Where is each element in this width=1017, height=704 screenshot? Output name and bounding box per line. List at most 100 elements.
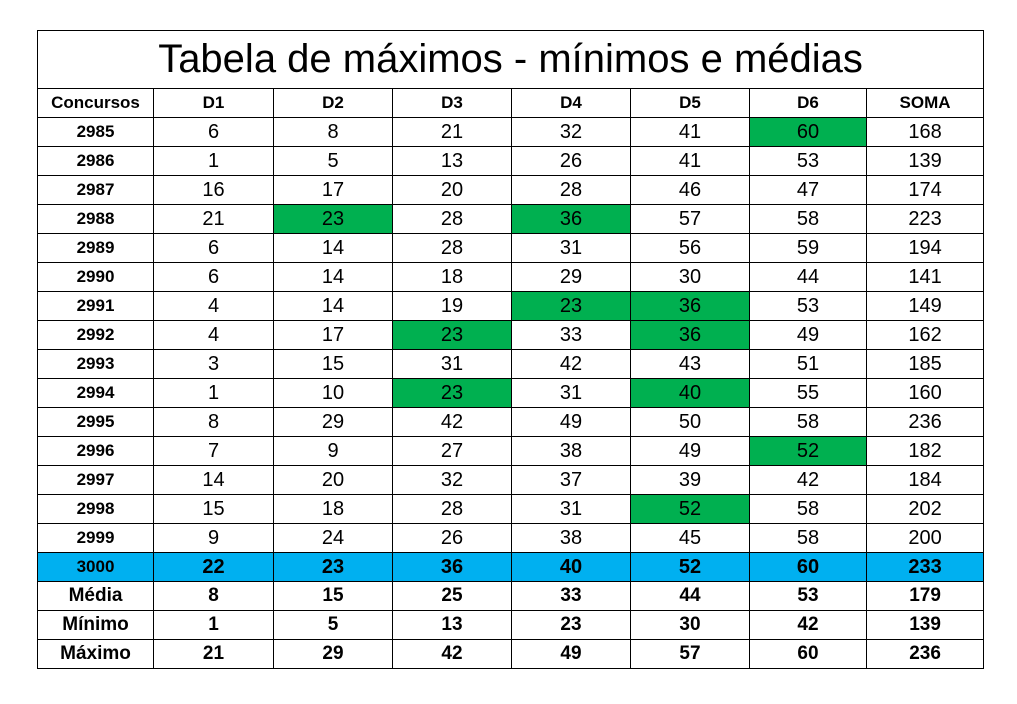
cell: 46 xyxy=(630,175,750,205)
cell: 26 xyxy=(392,523,512,553)
cell: 139 xyxy=(865,146,985,176)
cell: 5 xyxy=(273,146,393,176)
cell: 51 xyxy=(749,349,867,379)
cell: 49 xyxy=(511,407,631,437)
cell: 42 xyxy=(749,465,867,495)
cell: 42 xyxy=(392,639,512,669)
cell: 20 xyxy=(273,465,393,495)
cell: 56 xyxy=(630,233,750,263)
cell: 4 xyxy=(153,291,274,321)
cell: 44 xyxy=(630,581,750,611)
data-row: 2989 6 14 28 31 56 59 194 xyxy=(37,233,985,263)
cell: 28 xyxy=(392,204,512,234)
cell: 23 xyxy=(392,378,512,408)
cell: 149 xyxy=(865,291,985,321)
cell: 38 xyxy=(511,436,631,466)
row-label: 2996 xyxy=(37,436,154,466)
cell: 17 xyxy=(273,175,393,205)
table-title: Tabela de máximos - mínimos e médias xyxy=(36,30,985,89)
cell: 18 xyxy=(273,494,393,524)
cell: 7 xyxy=(153,436,274,466)
cell: 160 xyxy=(865,378,985,408)
cell: 57 xyxy=(630,639,750,669)
results-table: Tabela de máximos - mínimos e médias Con… xyxy=(36,30,985,669)
cell: 16 xyxy=(153,175,274,205)
cell: 10 xyxy=(273,378,393,408)
summary-row: Mínimo 1 5 13 23 30 42 139 xyxy=(37,610,985,640)
data-row: 2994 1 10 23 31 40 55 160 xyxy=(37,378,985,408)
cell: 22 xyxy=(153,552,274,582)
column-header: D5 xyxy=(630,88,750,118)
cell: 43 xyxy=(630,349,750,379)
cell: 33 xyxy=(511,581,631,611)
cell: 8 xyxy=(153,407,274,437)
cell: 31 xyxy=(511,233,631,263)
cell: 162 xyxy=(865,320,985,350)
cell: 49 xyxy=(630,436,750,466)
row-label: 2997 xyxy=(37,465,154,495)
cell: 53 xyxy=(749,581,867,611)
row-label: 2990 xyxy=(37,262,154,292)
cell: 60 xyxy=(749,552,867,582)
column-header: Concursos xyxy=(37,88,154,118)
cell: 6 xyxy=(153,233,274,263)
cell: 18 xyxy=(392,262,512,292)
row-label: Máximo xyxy=(37,639,154,669)
cell: 52 xyxy=(630,494,750,524)
cell: 36 xyxy=(511,204,631,234)
data-row: 2986 1 5 13 26 41 53 139 xyxy=(37,146,985,176)
data-row: 2992 4 17 23 33 36 49 162 xyxy=(37,320,985,350)
data-row: 2988 21 23 28 36 57 58 223 xyxy=(37,204,985,234)
cell: 15 xyxy=(273,349,393,379)
cell: 23 xyxy=(392,320,512,350)
cell: 53 xyxy=(749,146,867,176)
cell: 42 xyxy=(392,407,512,437)
cell: 1 xyxy=(153,146,274,176)
cell: 41 xyxy=(630,117,750,147)
cell: 47 xyxy=(749,175,867,205)
cell: 13 xyxy=(392,146,512,176)
cell: 37 xyxy=(511,465,631,495)
data-row: 2998 15 18 28 31 52 58 202 xyxy=(37,494,985,524)
data-row: 2995 8 29 42 49 50 58 236 xyxy=(37,407,985,437)
cell: 49 xyxy=(749,320,867,350)
column-header: D6 xyxy=(749,88,867,118)
cell: 41 xyxy=(630,146,750,176)
cell: 184 xyxy=(865,465,985,495)
cell: 42 xyxy=(511,349,631,379)
cell: 58 xyxy=(749,523,867,553)
cell: 25 xyxy=(392,581,512,611)
cell: 29 xyxy=(273,639,393,669)
data-row: 2996 7 9 27 38 49 52 182 xyxy=(37,436,985,466)
column-header: D1 xyxy=(153,88,274,118)
cell: 17 xyxy=(273,320,393,350)
cell: 28 xyxy=(392,233,512,263)
cell: 6 xyxy=(153,117,274,147)
row-label: Média xyxy=(37,581,154,611)
data-row: 2990 6 14 18 29 30 44 141 xyxy=(37,262,985,292)
cell: 52 xyxy=(749,436,867,466)
cell: 6 xyxy=(153,262,274,292)
cell: 38 xyxy=(511,523,631,553)
cell: 52 xyxy=(630,552,750,582)
cell: 32 xyxy=(511,117,631,147)
cell: 36 xyxy=(392,552,512,582)
row-label: 3000 xyxy=(37,552,154,582)
cell: 44 xyxy=(749,262,867,292)
cell: 49 xyxy=(511,639,631,669)
cell: 31 xyxy=(511,378,631,408)
cell: 14 xyxy=(273,233,393,263)
row-label: 2995 xyxy=(37,407,154,437)
cell: 28 xyxy=(392,494,512,524)
cell: 45 xyxy=(630,523,750,553)
cell: 20 xyxy=(392,175,512,205)
cell: 1 xyxy=(153,610,274,640)
column-header: D3 xyxy=(392,88,512,118)
cell: 36 xyxy=(630,291,750,321)
cell: 1 xyxy=(153,378,274,408)
cell: 174 xyxy=(865,175,985,205)
cell: 23 xyxy=(273,552,393,582)
cell: 19 xyxy=(392,291,512,321)
summary-row: Média 8 15 25 33 44 53 179 xyxy=(37,581,985,611)
cell: 14 xyxy=(153,465,274,495)
